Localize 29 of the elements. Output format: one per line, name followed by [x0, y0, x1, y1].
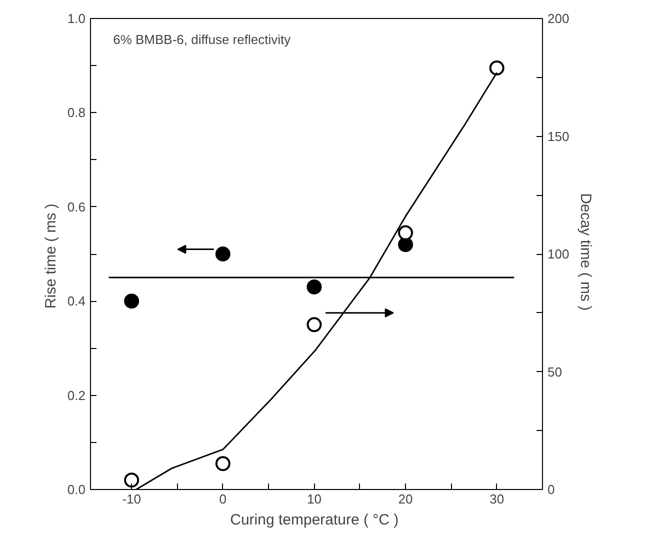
point [398, 237, 414, 252]
point [306, 279, 322, 294]
y2-tick-label: 150 [548, 128, 570, 144]
point [124, 472, 140, 488]
y-tick-label: 1.0 [67, 11, 86, 26]
y-tick-label: 0.8 [67, 105, 86, 120]
x-tick-label: 30 [490, 492, 504, 506]
y-tick-label: 0.6 [67, 199, 86, 214]
annotation: 6% BMBB-6, diffuse reflectivity [113, 32, 292, 47]
x-tick-label: 10 [306, 492, 322, 506]
point [215, 456, 230, 472]
x-tick-label: 0 [219, 492, 227, 506]
y2-tick-label: 50 [548, 364, 562, 380]
y-tick-label: 0.0 [67, 482, 86, 497]
point [398, 225, 414, 240]
y-tick-label: 0.2 [67, 388, 86, 403]
x-axis-title: Curing temperature ( °C ) [230, 512, 399, 528]
point [489, 60, 504, 76]
point [124, 294, 140, 309]
y2-tick-label: 200 [548, 11, 570, 26]
y-axis-title: Rise time ( ms ) [42, 204, 60, 309]
point [215, 246, 230, 262]
y2-tick-label: 0 [548, 482, 555, 497]
y-tick-label: 0.4 [67, 294, 86, 309]
y2-tick-label: 100 [548, 246, 570, 262]
x-tick-label: -10 [122, 492, 141, 506]
x-tick-label: 20 [398, 492, 413, 506]
point [306, 317, 322, 332]
y2-axis-title: Decay time ( ms ) [577, 193, 594, 311]
